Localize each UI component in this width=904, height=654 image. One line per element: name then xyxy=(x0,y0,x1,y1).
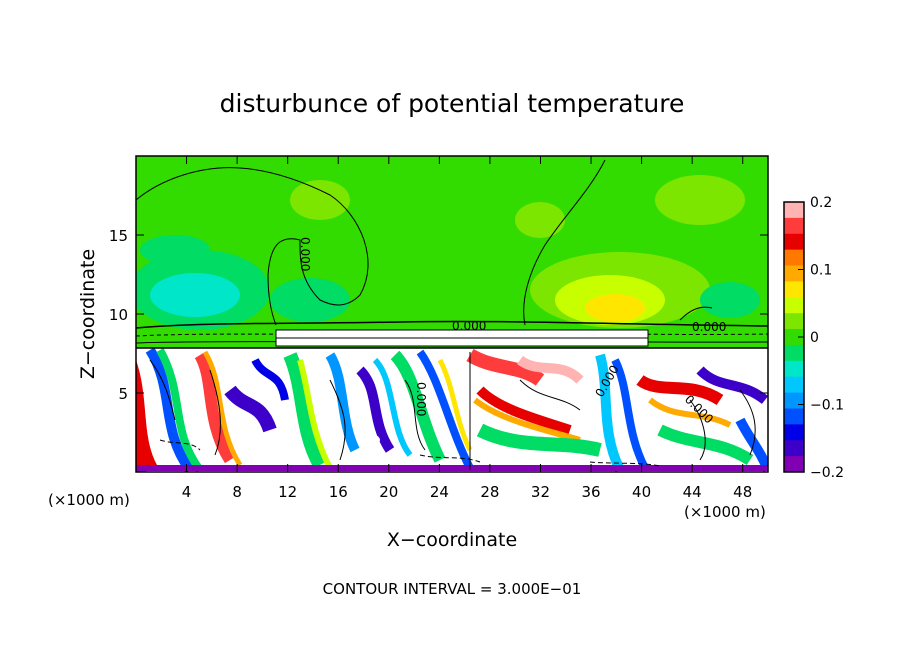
colorbar xyxy=(784,202,804,473)
colorbar-swatch xyxy=(784,313,804,330)
colorbar-tick-label: 0 xyxy=(810,330,819,346)
colorbar-tick-label: −0.1 xyxy=(810,398,844,414)
colorbar-swatch xyxy=(784,297,804,314)
contour-label: 0.000 xyxy=(414,382,428,416)
colorbar-swatch xyxy=(784,281,804,298)
heatmap-field xyxy=(136,156,768,472)
x-tick-label: 24 xyxy=(430,483,449,501)
colorbar-swatch xyxy=(784,408,804,425)
colorbar-swatch xyxy=(784,329,804,346)
x-tick-label: 36 xyxy=(581,483,600,501)
colorbar-swatch xyxy=(784,440,804,457)
colorbar-swatch xyxy=(784,202,804,219)
y-axis-label: Z−coordinate xyxy=(77,249,99,379)
colorbar-swatch xyxy=(784,456,804,473)
contour-label: 0.000 xyxy=(452,319,486,333)
colorbar-swatch xyxy=(784,376,804,394)
colorbar-swatch xyxy=(784,265,804,282)
x-tick-label: 4 xyxy=(182,483,192,501)
colorbar-tick-label: −0.2 xyxy=(810,465,844,481)
colorbar-swatch xyxy=(784,233,804,251)
contour-label: 0.000 xyxy=(298,237,312,271)
chart-title: disturbunce of potential temperature xyxy=(220,89,685,118)
y-tick-label: 5 xyxy=(118,385,128,403)
colorbar-tick-label: 0.1 xyxy=(810,263,832,279)
colorbar-tick-label: 0.2 xyxy=(810,195,832,211)
x-unit-left: (×1000 m) xyxy=(48,491,130,509)
y-tick-label: 15 xyxy=(109,227,128,245)
x-tick-label: 32 xyxy=(531,483,550,501)
x-tick-label: 20 xyxy=(379,483,398,501)
colorbar-swatch xyxy=(784,360,804,378)
x-tick-label: 12 xyxy=(278,483,297,501)
x-tick-label: 8 xyxy=(232,483,242,501)
colorbar-swatch xyxy=(784,217,804,235)
y-axis: 5 10 15 xyxy=(109,227,768,403)
x-tick-label: 44 xyxy=(683,483,702,501)
x-tick-label: 28 xyxy=(480,483,499,501)
x-axis: 4 8 12 16 20 24 28 32 36 40 44 48 xyxy=(182,156,752,501)
colorbar-swatch xyxy=(784,392,804,409)
x-tick-label: 16 xyxy=(329,483,348,501)
x-unit-right: (×1000 m) xyxy=(684,503,766,521)
colorbar-swatch xyxy=(784,424,804,441)
x-tick-label: 40 xyxy=(632,483,651,501)
contour-interval-note: CONTOUR INTERVAL = 3.000E−01 xyxy=(323,580,582,598)
x-tick-label: 48 xyxy=(733,483,752,501)
x-axis-label: X−coordinate xyxy=(387,529,517,551)
contour-label: 0.000 xyxy=(692,320,726,334)
y-tick-label: 10 xyxy=(109,306,128,324)
colorbar-ticks: 0.2 0.1 0 −0.1 −0.2 xyxy=(798,195,844,481)
colorbar-swatch xyxy=(784,249,804,267)
colorbar-swatch xyxy=(784,344,804,362)
